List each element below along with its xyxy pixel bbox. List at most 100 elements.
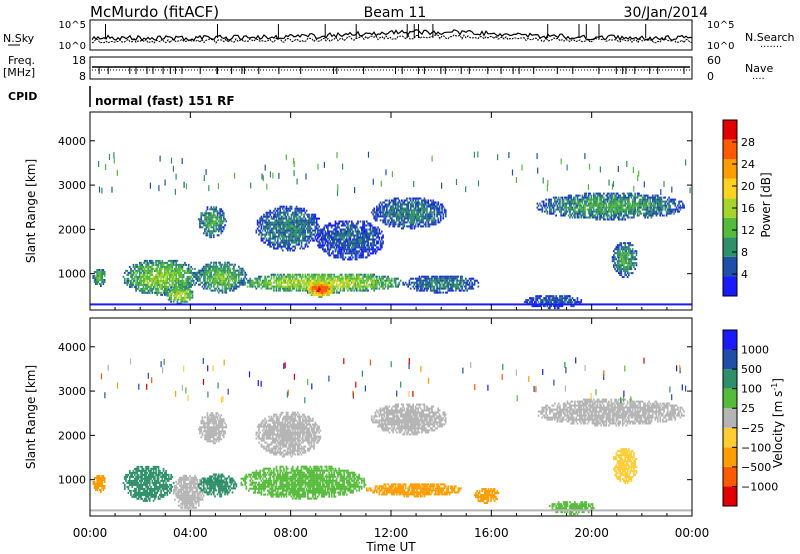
- echo-cell: [266, 211, 269, 214]
- echo-cell: [387, 287, 389, 290]
- echo-cell: [307, 237, 309, 240]
- echo-cell: [305, 283, 308, 286]
- echo-cell: [457, 287, 460, 290]
- echo-cell: [431, 279, 433, 282]
- echo-cell: [392, 209, 394, 212]
- echo-cell: [609, 204, 611, 207]
- freq-panel-frame: [89, 56, 693, 80]
- echo-cell: [130, 273, 132, 276]
- echo-cell: [414, 285, 417, 288]
- echo-cell: [146, 261, 149, 264]
- echo-cell: [274, 221, 277, 224]
- echo-cell: [352, 238, 354, 241]
- echo-cell: [338, 242, 340, 245]
- echo-cell: [344, 252, 347, 255]
- echo-cell: [566, 210, 569, 213]
- echo-cell: [374, 250, 377, 253]
- echo-cell: [145, 277, 147, 280]
- echo-cell: [421, 199, 423, 202]
- echo-cell: [365, 250, 368, 253]
- echo-cell: [175, 259, 177, 262]
- nsearch-dots: ·······: [760, 42, 782, 53]
- echo-cell: [179, 267, 181, 270]
- echo-cell: [606, 216, 609, 219]
- echo-cell: [200, 212, 203, 215]
- echo-cell: [417, 205, 419, 208]
- echo-cell: [381, 244, 383, 247]
- echo-cell: [207, 220, 210, 223]
- echo-cell: [421, 275, 423, 278]
- echo-cell: [290, 207, 293, 210]
- echo-cell: [365, 228, 368, 231]
- echo-cell: [413, 227, 416, 230]
- echo-cell: [327, 234, 329, 237]
- echo-cell: [151, 281, 154, 284]
- echo-cell: [210, 226, 213, 229]
- echo-cell: [219, 275, 221, 278]
- echo-cell: [334, 248, 337, 251]
- echo-cell: [265, 227, 268, 230]
- echo-cell: [350, 220, 353, 223]
- echo-cell: [328, 242, 330, 245]
- echo-cell: [328, 292, 330, 295]
- echo-cell: [96, 283, 98, 285]
- echo-cell: [161, 261, 164, 264]
- echo-cell: [381, 281, 383, 284]
- echo-cell: [235, 279, 238, 282]
- echo-cell: [204, 285, 206, 288]
- echo-cell: [291, 245, 294, 248]
- echo-cell: [165, 285, 167, 288]
- echo-cell: [305, 235, 308, 238]
- echo-cell: [418, 207, 421, 210]
- echo-cell: [370, 285, 373, 288]
- echo-cell: [422, 199, 425, 202]
- echo-cell: [334, 224, 337, 227]
- echo-cell: [172, 275, 175, 278]
- echo-cell: [271, 235, 274, 238]
- echo-cell: [439, 291, 442, 294]
- echo-cell: [275, 229, 278, 232]
- echo-cell: [401, 227, 403, 230]
- echo-cell: [132, 283, 135, 286]
- echo-cell: [396, 285, 398, 288]
- echo-cell: [372, 248, 374, 251]
- echo-cell: [286, 211, 289, 214]
- echo-cell: [333, 291, 335, 294]
- echo-cell: [343, 285, 345, 288]
- echo-cell: [175, 265, 177, 268]
- echo-cell: [210, 234, 213, 237]
- echo-cell: [426, 215, 428, 218]
- echo-cell: [613, 202, 615, 205]
- echo-cell: [611, 204, 614, 207]
- echo-cell: [281, 241, 284, 244]
- echo-cell: [419, 211, 422, 214]
- echo-cell: [565, 196, 567, 199]
- echo-cell: [359, 220, 362, 223]
- echo-cell: [606, 214, 609, 217]
- echo-cell: [259, 231, 261, 234]
- echo-cell: [179, 263, 181, 266]
- echo-cell: [131, 269, 134, 272]
- echo-cell: [220, 220, 223, 223]
- echo-cell: [220, 267, 223, 270]
- echo-cell: [209, 287, 211, 290]
- echo-cell: [152, 287, 155, 290]
- echo-cell: [429, 203, 432, 206]
- echo-cell: [162, 275, 165, 278]
- echo-cell: [439, 213, 442, 216]
- echo-cell: [140, 279, 142, 282]
- echo-cell: [364, 230, 367, 233]
- echo-cell: [171, 279, 174, 282]
- echo-cell: [229, 287, 231, 290]
- echo-cell: [209, 263, 211, 266]
- echo-cell: [187, 267, 190, 270]
- echo-cell: [288, 247, 290, 250]
- echo-cell: [166, 281, 169, 284]
- echo-cell: [156, 269, 159, 272]
- echo-cell: [270, 223, 273, 226]
- echo-cell: [340, 228, 343, 231]
- echo-cell: [367, 279, 369, 282]
- echo-cell: [285, 209, 288, 212]
- echo-cell: [584, 204, 586, 207]
- echo-cell: [362, 234, 364, 237]
